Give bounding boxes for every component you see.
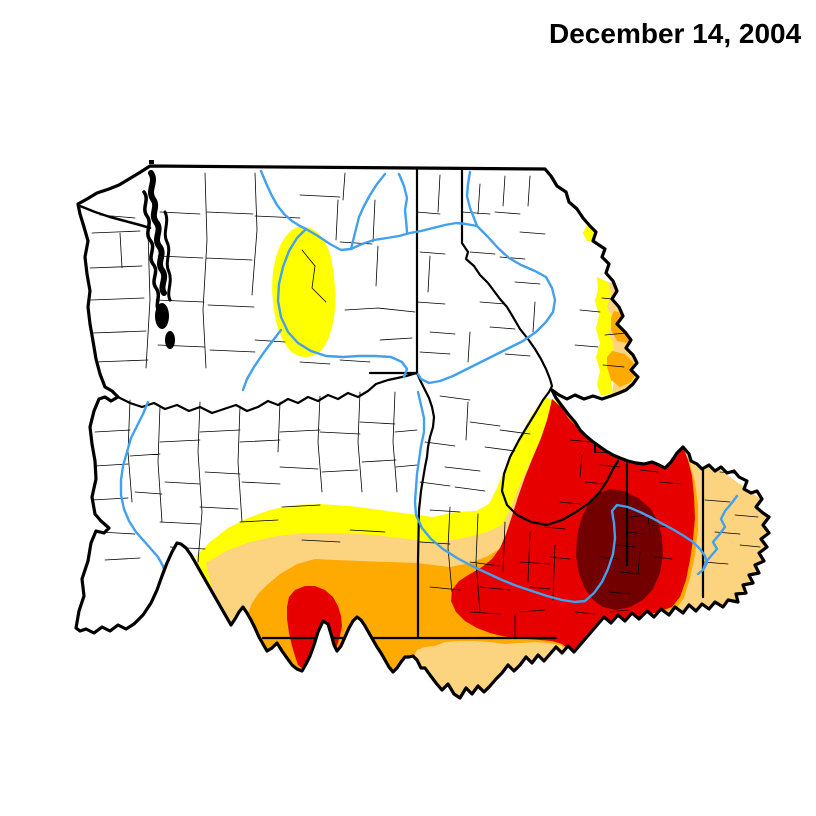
d0-area-washington [272, 226, 336, 357]
d3-area-west [287, 586, 342, 669]
d2-patch-east-lower [607, 351, 637, 387]
d4-area [576, 489, 663, 610]
basin-boundary [74, 164, 771, 700]
rivers [119, 169, 739, 604]
map-date-title: December 14, 2004 [549, 18, 802, 49]
island-dot [149, 160, 154, 164]
strait-of-juan-de-fuca [78, 204, 152, 230]
county-boundaries [89, 172, 761, 638]
drought-severity-layer [196, 225, 769, 698]
puget-sound [142, 170, 175, 349]
